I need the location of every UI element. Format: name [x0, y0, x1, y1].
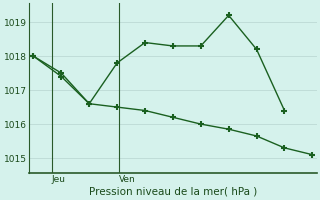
- X-axis label: Pression niveau de la mer( hPa ): Pression niveau de la mer( hPa ): [89, 187, 257, 197]
